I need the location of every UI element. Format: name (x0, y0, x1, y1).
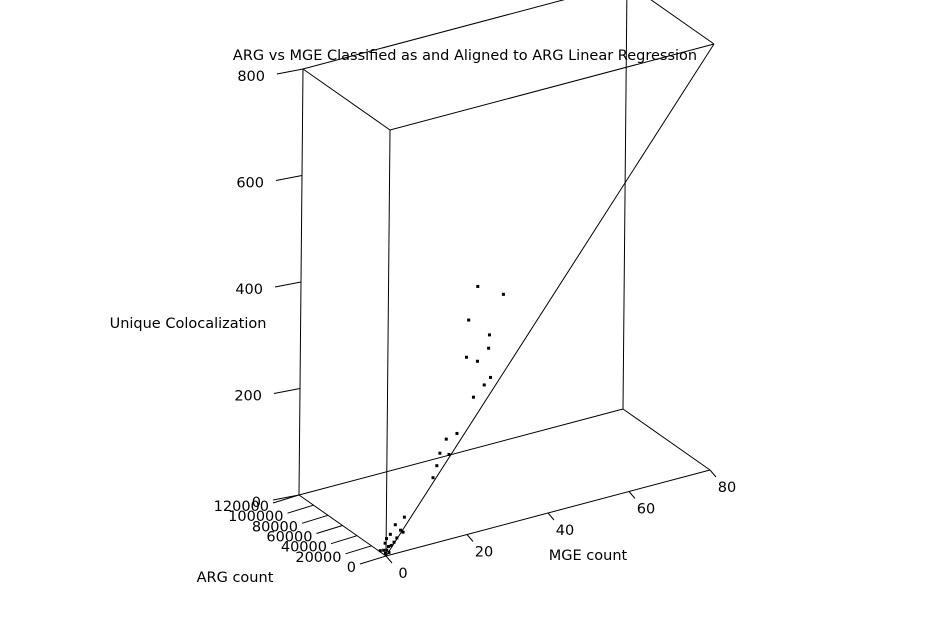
box-edge (389, 43, 715, 131)
data-point (471, 395, 475, 399)
data-point (387, 545, 390, 549)
z-tick-mark (274, 281, 302, 288)
x-axis-label: MGE count (549, 548, 628, 564)
x-tick-label: 40 (556, 523, 574, 539)
data-point (438, 451, 442, 455)
z-tick-mark (273, 388, 301, 394)
y-tick-label: 60000 (266, 530, 312, 546)
y-tick-mark (301, 514, 329, 524)
y-tick-mark (359, 555, 387, 565)
y-tick-mark (345, 545, 372, 555)
box-edge (622, 408, 711, 471)
data-point (385, 537, 389, 541)
x-tick-mark (709, 469, 717, 478)
data-point (447, 452, 451, 456)
y-tick-label: 0 (347, 560, 356, 576)
data-point (388, 532, 392, 536)
data-point (383, 551, 387, 555)
box-edge (298, 408, 624, 496)
data-point (487, 346, 491, 350)
y-tick-label: 120000 (214, 499, 269, 515)
data-point (431, 476, 435, 480)
z-tick-mark (276, 68, 304, 75)
data-point (402, 515, 406, 519)
y-tick-mark (316, 525, 343, 534)
box-edge (650, 0, 715, 45)
x-tick-mark (385, 555, 393, 564)
y-tick-label: 40000 (281, 540, 327, 556)
data-point (383, 541, 387, 545)
points-group (378, 284, 505, 555)
y-tick-label: 80000 (252, 519, 298, 535)
data-point (395, 536, 399, 540)
data-point (475, 359, 479, 363)
y-tick-mark (287, 504, 314, 514)
x-tick-mark (628, 491, 636, 499)
x-tick-label: 0 (398, 566, 407, 582)
data-point (435, 464, 439, 468)
data-point (387, 551, 391, 555)
z-tick-label: 400 (235, 282, 263, 298)
z-tick-label: 200 (234, 389, 262, 405)
x-tick-label: 20 (475, 545, 493, 561)
data-point (487, 333, 491, 337)
plot-box (298, 0, 715, 557)
x-axis-ticks: 0 20 40 60 80 (385, 469, 736, 582)
data-point (464, 355, 468, 359)
regression-line-group (385, 43, 715, 557)
data-point (378, 549, 382, 553)
data-point (382, 548, 386, 552)
box-edge (302, 0, 565, 70)
data-point (467, 318, 471, 322)
y-axis-label: ARG count (197, 570, 274, 586)
z-tick-mark (275, 175, 303, 181)
box-edge (622, 0, 628, 410)
data-point (401, 530, 405, 534)
z-axis-label: Unique Colocalization (110, 316, 267, 332)
data-point (501, 292, 505, 296)
data-point (455, 431, 459, 435)
data-point (476, 284, 480, 288)
regression-line (385, 43, 715, 557)
z-axis-ticks: 0 200 400 600 800 (234, 68, 304, 511)
y-tick-label: 100000 (228, 509, 283, 525)
z-tick-label: 800 (237, 69, 265, 85)
x-tick-label: 60 (637, 502, 655, 518)
box-edge (302, 68, 391, 131)
z-tick-label: 600 (236, 176, 264, 192)
x-tick-label: 80 (718, 480, 736, 496)
box-edge (385, 129, 391, 557)
data-point (482, 383, 486, 387)
x-tick-mark (466, 534, 474, 542)
y-tick-mark (330, 535, 358, 545)
y-tick-label: 20000 (295, 550, 341, 566)
data-point (389, 543, 393, 547)
chart-title: ARG vs MGE Classified as and Aligned to … (233, 48, 697, 64)
data-point (399, 528, 403, 532)
data-point (489, 375, 493, 379)
x-tick-mark (547, 512, 555, 521)
z-tick-label: 0 (252, 495, 261, 511)
data-point (392, 540, 396, 544)
z-tick-mark (272, 494, 300, 501)
data-point (393, 523, 397, 527)
data-point (385, 548, 389, 552)
data-point (444, 437, 448, 441)
